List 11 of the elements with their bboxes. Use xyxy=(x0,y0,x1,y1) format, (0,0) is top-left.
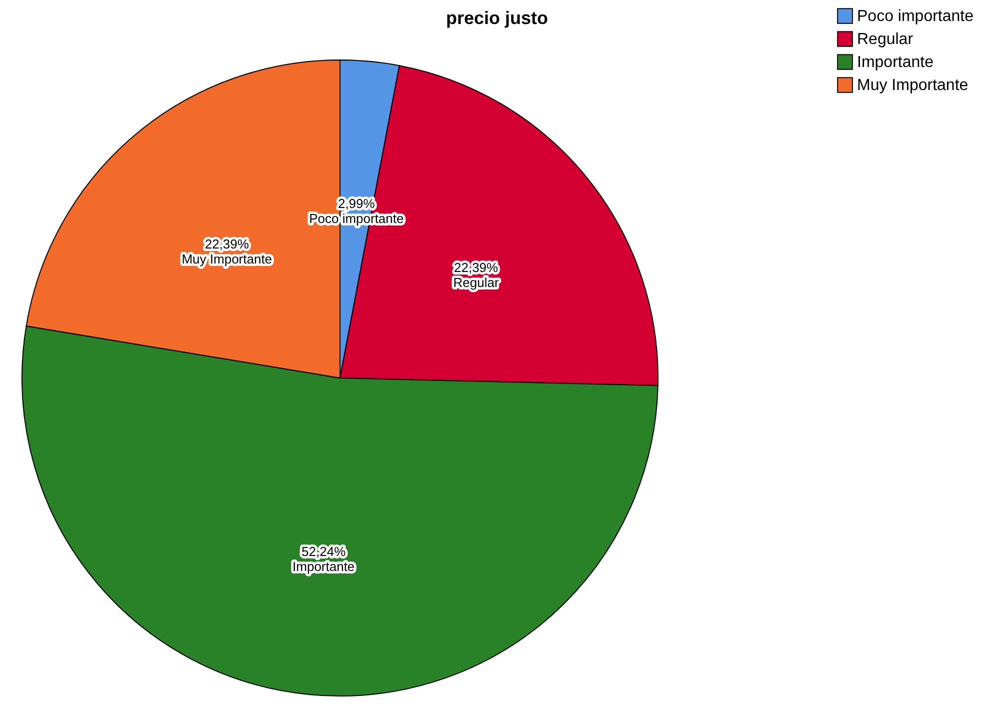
slice-label: Importante xyxy=(292,559,355,574)
legend-label: Regular xyxy=(857,31,914,48)
legend-label: Muy Importante xyxy=(857,77,968,94)
data-label: 22,39% xyxy=(454,260,499,276)
slice-label: Muy Importante xyxy=(182,252,272,267)
data-label: 52,24% xyxy=(302,544,346,560)
slice-label: Regular xyxy=(453,275,500,290)
legend-label: Importante xyxy=(857,54,934,71)
chart-title: precio justo xyxy=(446,8,548,28)
data-label: 22,39% xyxy=(204,236,250,252)
legend-label: Poco importante xyxy=(857,8,974,25)
